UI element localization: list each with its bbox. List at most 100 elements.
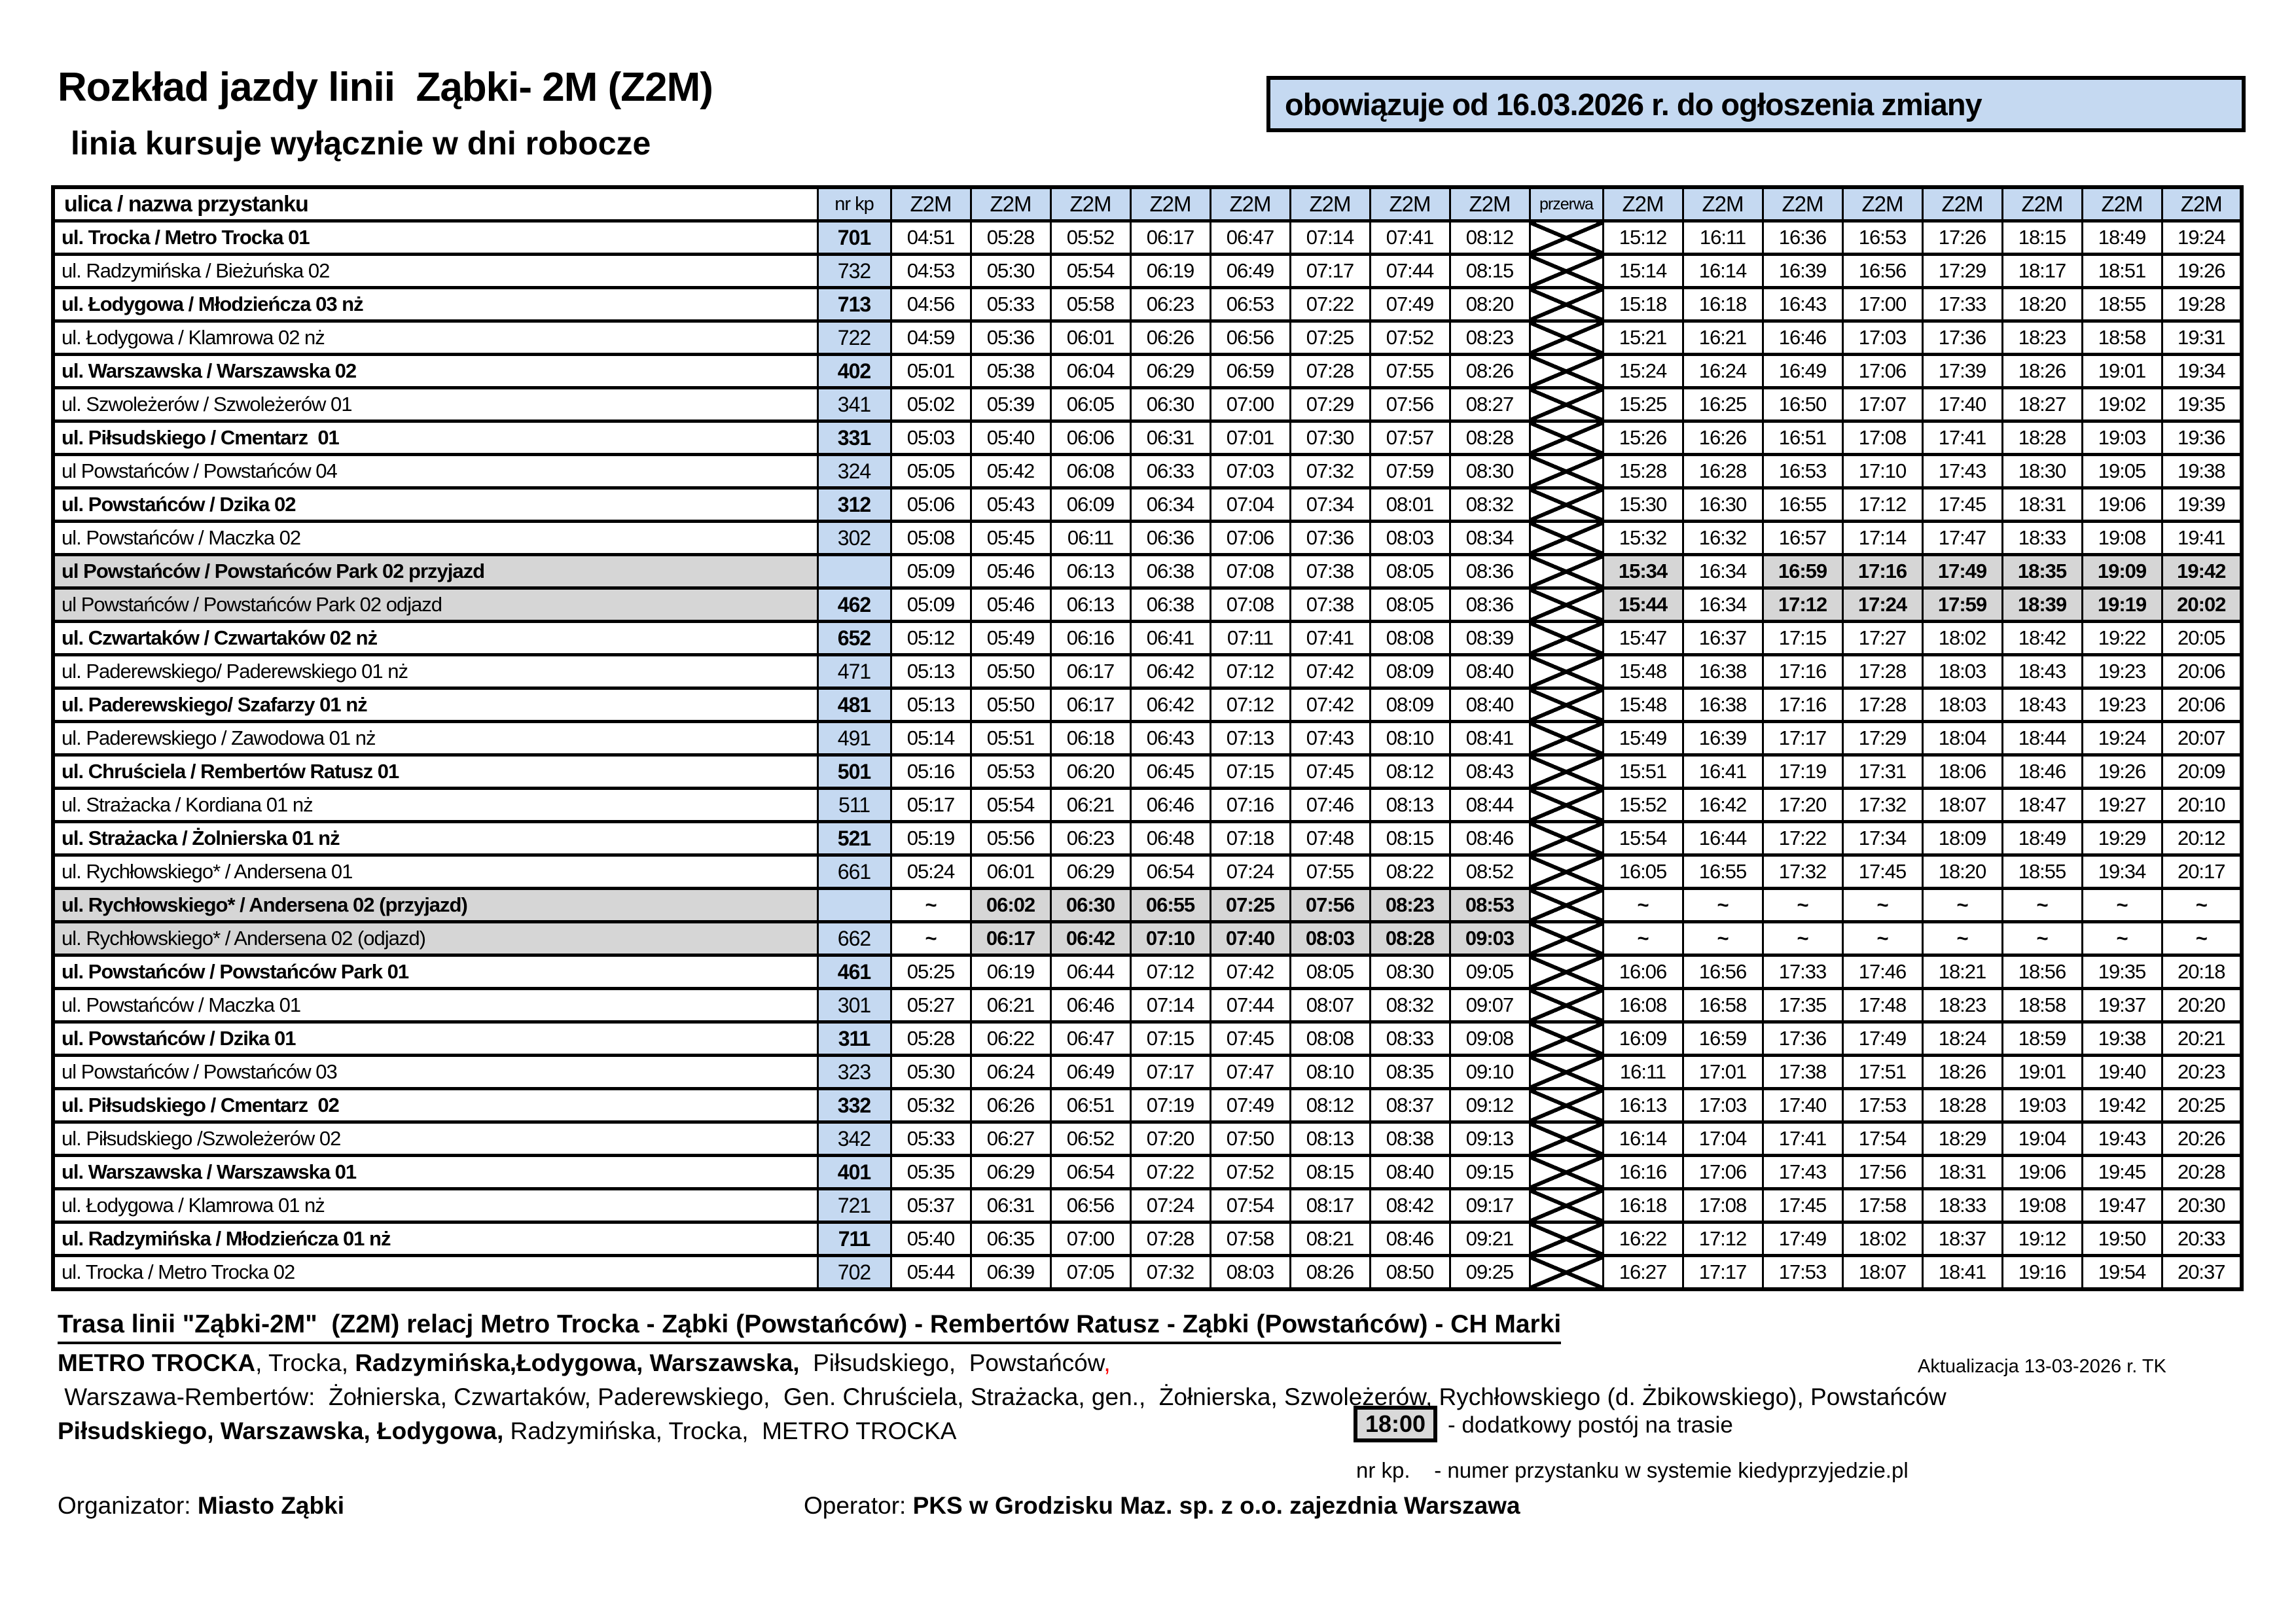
time-cell: 17:58	[1841, 1187, 1924, 1224]
time-cell: 18:39	[2001, 586, 2083, 623]
time-cell: 06:29	[1049, 853, 1132, 890]
time-cell: 07:56	[1369, 386, 1451, 423]
route-detail-return: Piłsudskiego, Warszawska, Łodygowa, Radz…	[58, 1418, 956, 1445]
time-cell: 07:10	[1129, 920, 1211, 957]
time-cell: 18:02	[1921, 620, 2003, 656]
time-cell: 05:46	[969, 586, 1052, 623]
stop-row: ul. Łodygowa / Młodzieńcza 03 nż 713 04:56…	[52, 286, 2243, 323]
time-cell: 07:03	[1209, 453, 1291, 490]
time-cell: 16:28	[1681, 453, 1764, 490]
time-cell: 17:00	[1841, 286, 1924, 323]
time-cell: 18:33	[2001, 520, 2083, 556]
time-cell: 05:49	[969, 620, 1052, 656]
stop-nr-cell: 501	[816, 753, 892, 790]
time-cell: ~	[1681, 887, 1764, 923]
time-cell: 08:23	[1448, 319, 1531, 356]
time-cell: 18:58	[2081, 319, 2163, 356]
time-cell: 05:43	[969, 486, 1052, 523]
time-cell: 18:26	[1921, 1054, 2003, 1090]
time-cell: 07:55	[1289, 853, 1371, 890]
operator-line: Operator: PKS w Grodzisku Maz. sp. z o.o…	[804, 1492, 1520, 1520]
stop-row: ul. Radzymińska / Bieżuńska 02 732 04:53 05…	[52, 253, 2243, 289]
route-text-segment: Piłsudskiego, Warszawska, Łodygowa,	[58, 1418, 504, 1444]
time-cell: 08:28	[1448, 419, 1531, 456]
time-cell: 20:23	[2161, 1054, 2243, 1090]
time-cell: 18:09	[1921, 820, 2003, 857]
stop-name-cell: ul. Warszawska / Warszawska 01	[52, 1154, 819, 1190]
time-cell: 05:35	[889, 1154, 972, 1190]
time-cell: 08:22	[1369, 853, 1451, 890]
time-cell: 19:47	[2081, 1187, 2163, 1224]
time-cell: 06:23	[1049, 820, 1132, 857]
time-cell: 05:02	[889, 386, 972, 423]
time-cell: 06:36	[1129, 520, 1211, 556]
time-cell: 07:05	[1049, 1254, 1132, 1291]
time-cell: 19:24	[2161, 219, 2243, 256]
time-cell: 18:03	[1921, 687, 2003, 723]
stop-name-cell: ul Powstańców / Powstańców Park 02 odjaz…	[52, 586, 819, 623]
time-cell: 05:12	[889, 620, 972, 656]
break-x-cell	[1528, 286, 1604, 323]
time-cell: 08:36	[1448, 553, 1531, 590]
time-cell: 08:44	[1448, 787, 1531, 823]
break-x-cell	[1528, 520, 1604, 556]
break-x-cell	[1528, 853, 1604, 890]
time-cell: 04:56	[889, 286, 972, 323]
time-cell: 16:30	[1681, 486, 1764, 523]
time-cell: 09:05	[1448, 954, 1531, 990]
time-cell: 15:32	[1602, 520, 1684, 556]
time-cell: 07:18	[1209, 820, 1291, 857]
time-cell: 08:08	[1369, 620, 1451, 656]
time-cell: 05:33	[889, 1120, 972, 1157]
route-text-segment: Radzymińska,Łodygowa, Warszawska,	[355, 1349, 800, 1376]
time-cell: 06:51	[1049, 1087, 1132, 1124]
operator-label: Operator:	[804, 1492, 913, 1519]
time-cell: 18:30	[2001, 453, 2083, 490]
time-cell: 06:48	[1129, 820, 1211, 857]
time-cell: 06:18	[1049, 720, 1132, 757]
time-cell: 06:19	[969, 954, 1052, 990]
time-cell: 08:13	[1289, 1120, 1371, 1157]
time-cell: 17:08	[1841, 419, 1924, 456]
stop-name-cell: ul. Łodygowa / Klamrowa 02 nż	[52, 319, 819, 356]
time-cell: 17:56	[1841, 1154, 1924, 1190]
time-cell: 07:49	[1209, 1087, 1291, 1124]
time-cell: 06:42	[1129, 687, 1211, 723]
time-cell: 08:07	[1289, 987, 1371, 1024]
stop-row: ul Powstańców / Powstańców Park 02 odjaz…	[52, 586, 2243, 623]
column-header-line: Z2M	[2081, 185, 2163, 223]
stop-name-cell: ul. Powstańców / Powstańców Park 01	[52, 954, 819, 990]
stop-row: ul. Łodygowa / Klamrowa 01 nż 721 05:37 06:…	[52, 1187, 2243, 1224]
time-cell: 17:29	[1841, 720, 1924, 757]
time-cell: 05:30	[889, 1054, 972, 1090]
time-cell: 07:12	[1129, 954, 1211, 990]
time-cell: 18:23	[2001, 319, 2083, 356]
time-cell: 07:57	[1369, 419, 1451, 456]
time-cell: 08:26	[1289, 1254, 1371, 1291]
time-cell: 16:56	[1681, 954, 1764, 990]
stop-row: ul. Warszawska / Warszawska 02 402 05:01 05…	[52, 353, 2243, 389]
update-note: Aktualizacja 13-03-2026 r. TK	[1918, 1356, 2166, 1377]
time-cell: 05:28	[969, 219, 1052, 256]
stop-name-cell: ul. Warszawska / Warszawska 02	[52, 353, 819, 389]
break-x-cell	[1528, 1154, 1604, 1190]
time-cell: 07:42	[1289, 653, 1371, 690]
break-x-cell	[1528, 586, 1604, 623]
column-header-line: Z2M	[1602, 185, 1684, 223]
time-cell: 06:43	[1129, 720, 1211, 757]
time-cell: 16:26	[1681, 419, 1764, 456]
time-cell: 16:25	[1681, 386, 1764, 423]
time-cell: 19:37	[2081, 987, 2163, 1024]
time-cell: 17:54	[1841, 1120, 1924, 1157]
stop-row: ul. Chruściela / Rembertów Ratusz 01 501 0…	[52, 753, 2243, 790]
time-cell: 05:36	[969, 319, 1052, 356]
time-cell: 17:46	[1841, 954, 1924, 990]
stop-row: ul. Strażacka / Kordiana 01 nż 511 05:17 05…	[52, 787, 2243, 823]
break-x-cell	[1528, 620, 1604, 656]
time-cell: 18:37	[1921, 1221, 2003, 1257]
time-cell: 16:53	[1761, 453, 1844, 490]
column-header-line: Z2M	[969, 185, 1052, 223]
time-cell: 16:24	[1681, 353, 1764, 389]
stop-row: ul Powstańców / Powstańców 04 324 05:05 05:…	[52, 453, 2243, 490]
time-cell: 07:13	[1209, 720, 1291, 757]
